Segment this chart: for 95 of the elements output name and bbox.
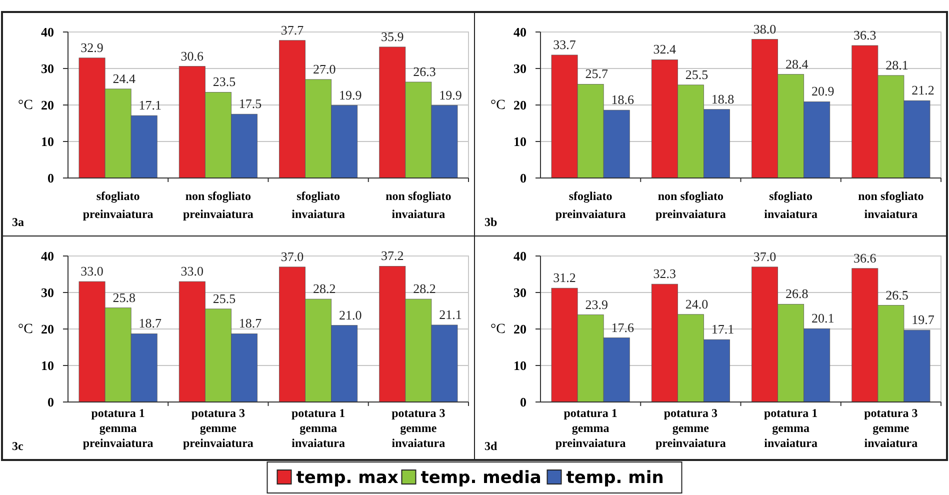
y-axis-title: °C bbox=[18, 322, 33, 337]
y-tick-label: 20 bbox=[514, 98, 526, 113]
data-label: 20.9 bbox=[811, 84, 834, 99]
data-label: 25.7 bbox=[585, 66, 608, 82]
data-label: 28.4 bbox=[785, 56, 809, 72]
x-tick-label: potatura 1 gemma invaiatura bbox=[291, 406, 346, 450]
y-tick-label: 40 bbox=[514, 24, 526, 40]
y-axis-title: °C bbox=[490, 98, 506, 113]
data-label: 28.2 bbox=[413, 281, 436, 296]
data-label: 17.6 bbox=[611, 320, 634, 335]
y-tick-label: 10 bbox=[41, 134, 54, 150]
y-tick-label: 0 bbox=[520, 170, 526, 186]
data-label: 18.6 bbox=[611, 92, 634, 108]
legend-label: temp. media bbox=[420, 468, 542, 488]
data-label: 23.5 bbox=[212, 74, 236, 90]
x-tick-label: sfogliato invaiatura bbox=[292, 189, 345, 221]
data-label: 19.9 bbox=[338, 87, 362, 102]
data-label: 31.2 bbox=[553, 270, 576, 286]
data-label: 17.1 bbox=[711, 322, 734, 337]
data-label: 32.4 bbox=[653, 42, 677, 57]
y-tick-label: 10 bbox=[41, 358, 54, 374]
data-label: 30.6 bbox=[180, 48, 204, 64]
data-label: 37.7 bbox=[280, 22, 304, 38]
data-label: 20.1 bbox=[811, 310, 834, 326]
y-tick-label: 20 bbox=[41, 322, 54, 337]
x-tick-label: non sfogliato invaiatura bbox=[386, 189, 452, 221]
x-tick-label: non sfogliato invaiatura bbox=[858, 189, 924, 221]
data-label: 36.3 bbox=[854, 28, 876, 43]
x-tick-label: sfogliato invaiatura bbox=[764, 189, 818, 221]
x-tick-label: potatura 3 gemme preinvaiatura bbox=[182, 406, 254, 450]
legend-label: temp. max bbox=[296, 468, 398, 488]
data-label: 17.1 bbox=[138, 98, 162, 113]
data-label: 28.1 bbox=[886, 57, 908, 72]
data-label: 21.0 bbox=[338, 307, 362, 322]
data-label: 33.0 bbox=[80, 264, 104, 279]
x-tick-label: potatura 1 gemma preinvaiatura bbox=[82, 406, 154, 450]
data-label: 25.5 bbox=[685, 66, 708, 82]
x-tick-label: non sfogliato preinvaiatura bbox=[655, 189, 726, 221]
data-label: 18.7 bbox=[138, 316, 162, 331]
data-label: 25.5 bbox=[212, 290, 236, 306]
x-tick-label: potatura 1 gemma invaiatura bbox=[764, 406, 818, 450]
data-label: 36.6 bbox=[854, 250, 877, 266]
data-label: 19.7 bbox=[912, 312, 935, 328]
y-tick-label: 0 bbox=[48, 170, 54, 186]
data-label: 18.7 bbox=[238, 316, 262, 331]
y-tick-label: 40 bbox=[514, 248, 526, 264]
y-tick-label: 30 bbox=[41, 285, 54, 300]
data-label: 38.0 bbox=[753, 21, 776, 36]
data-label: 26.3 bbox=[413, 64, 436, 80]
data-label: 18.8 bbox=[711, 91, 734, 106]
data-label: 17.5 bbox=[238, 96, 262, 112]
y-axis-title: °C bbox=[18, 98, 33, 113]
x-tick-label: potatura 1 gemma preinvaiatura bbox=[555, 406, 626, 450]
y-tick-label: 0 bbox=[520, 394, 526, 410]
x-tick-label: potatura 3 gemme invaiatura bbox=[864, 406, 918, 450]
data-label: 25.8 bbox=[112, 290, 136, 305]
x-tick-label: potatura 3 gemme preinvaiatura bbox=[655, 406, 726, 450]
x-tick-label: non sfogliato preinvaiatura bbox=[182, 189, 254, 221]
y-tick-label: 30 bbox=[41, 61, 54, 76]
data-label: 33.7 bbox=[553, 36, 576, 52]
text: 3d bbox=[484, 439, 498, 453]
data-label: 21.1 bbox=[439, 306, 462, 322]
data-label: 28.2 bbox=[312, 281, 336, 296]
data-label: 37.0 bbox=[280, 248, 304, 264]
y-tick-label: 10 bbox=[514, 358, 526, 374]
y-tick-label: 40 bbox=[41, 248, 54, 264]
data-label: 19.9 bbox=[439, 87, 462, 102]
y-axis-title: °C bbox=[490, 322, 506, 337]
x-tick-label: potatura 3 gemme invaiatura bbox=[392, 406, 446, 450]
data-label: 24.4 bbox=[112, 70, 136, 86]
y-tick-label: 30 bbox=[514, 61, 526, 76]
data-label: 37.0 bbox=[753, 248, 776, 264]
data-label: 24.0 bbox=[685, 296, 708, 312]
y-tick-label: 20 bbox=[41, 98, 54, 113]
y-tick-label: 10 bbox=[514, 134, 526, 150]
data-label: 32.3 bbox=[653, 266, 676, 282]
text: 3c bbox=[12, 439, 24, 453]
data-label: 21.2 bbox=[912, 82, 934, 98]
x-tick-label: sfogliato preinvaiatura bbox=[555, 189, 626, 221]
text: 3a bbox=[12, 215, 24, 229]
data-label: 23.9 bbox=[585, 296, 608, 312]
data-label: 26.8 bbox=[785, 286, 808, 302]
data-label: 32.9 bbox=[80, 40, 104, 55]
x-tick-label: sfogliato preinvaiatura bbox=[82, 189, 154, 221]
data-label: 26.5 bbox=[886, 287, 908, 302]
data-label: 27.0 bbox=[312, 61, 336, 76]
data-label: 35.9 bbox=[381, 28, 404, 44]
y-tick-label: 20 bbox=[514, 322, 526, 337]
legend-label: temp. min bbox=[566, 468, 664, 488]
text: 3b bbox=[484, 215, 498, 229]
data-label: 37.2 bbox=[381, 248, 404, 264]
data-label: 33.0 bbox=[180, 264, 204, 279]
y-tick-label: 40 bbox=[41, 24, 54, 40]
y-tick-label: 0 bbox=[48, 394, 54, 410]
y-tick-label: 30 bbox=[514, 285, 526, 300]
